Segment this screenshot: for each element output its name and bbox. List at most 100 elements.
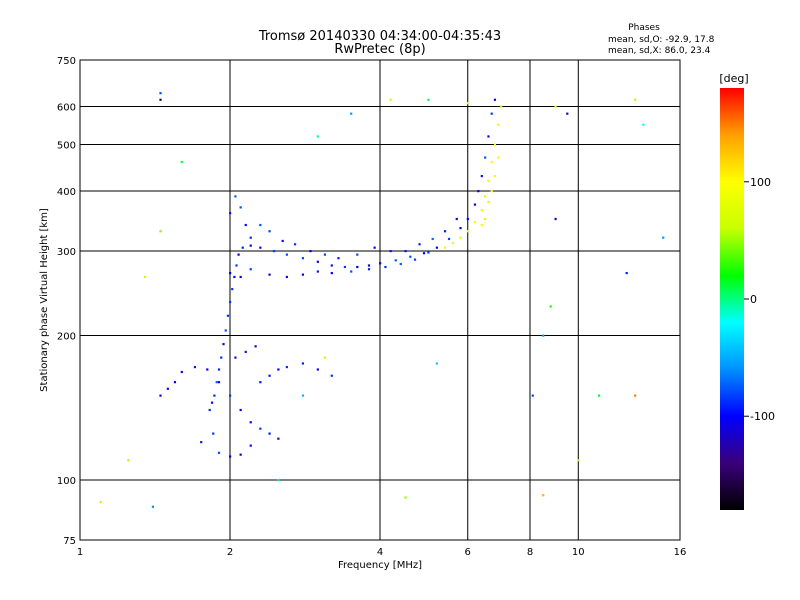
- scatter-point: [210, 401, 214, 404]
- scatter-point: [249, 244, 252, 247]
- scatter-point: [293, 243, 297, 246]
- scatter-point: [285, 365, 288, 369]
- scatter-point: [367, 268, 371, 271]
- scatter-point: [409, 255, 412, 258]
- scatter-point: [459, 236, 462, 239]
- scatter-point: [642, 123, 645, 126]
- scatter-point: [316, 270, 319, 273]
- scatter-point: [233, 275, 236, 279]
- scatter-point: [309, 250, 312, 253]
- scatter-point: [301, 257, 305, 260]
- x-tick-label: 16: [674, 547, 687, 558]
- scatter-point: [484, 156, 487, 159]
- scatter-point: [480, 223, 483, 227]
- scatter-point: [159, 92, 162, 95]
- scatter-point: [379, 262, 382, 265]
- scatter-point: [493, 143, 497, 146]
- scatter-point: [200, 441, 203, 444]
- scatter-point: [531, 394, 534, 397]
- scatter-point: [217, 381, 221, 384]
- scatter-point: [356, 253, 359, 256]
- scatter-point: [447, 237, 451, 241]
- scatter-point: [143, 275, 147, 279]
- y-axis-label: Stationary phase Virtual Height [km]: [39, 208, 50, 392]
- scatter-point: [431, 237, 434, 241]
- scatter-point: [389, 250, 392, 253]
- scatter-point: [350, 270, 353, 273]
- scatter-point: [316, 368, 319, 371]
- data-points: [99, 92, 665, 508]
- scatter-point: [99, 500, 102, 504]
- scatter-point: [490, 190, 493, 193]
- scatter-point: [399, 262, 402, 266]
- scatter-point: [316, 260, 319, 263]
- x-tick-label: 8: [527, 547, 533, 558]
- chart-title: Tromsø 20140330 04:34:00-04:35:43: [258, 29, 501, 44]
- scatter-point: [418, 243, 421, 246]
- scatter-point: [480, 174, 483, 178]
- scatter-point: [323, 356, 327, 359]
- colorbar-tick-label: 0: [750, 293, 757, 306]
- chart-subtitle: RwPretec (8p): [334, 42, 425, 57]
- scatter-point: [229, 394, 232, 397]
- scatter-point: [180, 160, 183, 164]
- scatter-point: [217, 451, 221, 454]
- scatter-point: [484, 195, 487, 198]
- scatter-point: [220, 356, 223, 359]
- y-tick-label: 750: [57, 56, 76, 67]
- scatter-point: [554, 217, 557, 221]
- scatter-point: [625, 271, 628, 275]
- scatter-point: [231, 288, 234, 291]
- scatter-point: [239, 408, 242, 412]
- colorbar-tick-label: 100: [750, 176, 771, 189]
- scatter-point: [249, 444, 252, 447]
- scatter-point: [316, 135, 319, 138]
- scatter-point: [254, 345, 257, 348]
- scatter-point: [389, 98, 392, 101]
- scatter-point: [487, 135, 490, 138]
- scatter-point: [159, 394, 162, 397]
- scatter-point: [301, 394, 305, 397]
- scatter-point: [244, 350, 247, 353]
- scatter-point: [173, 381, 177, 384]
- scatter-point: [496, 123, 500, 126]
- scatter-point: [384, 265, 387, 269]
- scatter-point: [244, 223, 247, 227]
- scatter-point: [350, 112, 353, 115]
- scatter-point: [427, 251, 430, 254]
- scatter-point: [208, 408, 211, 412]
- scatter-point: [193, 365, 197, 369]
- grid-lines: [80, 60, 680, 540]
- scatter-point: [285, 275, 288, 279]
- scatter-point: [229, 271, 232, 275]
- scatter-point: [206, 368, 209, 371]
- scatter-point: [272, 250, 276, 253]
- scatter-point: [249, 421, 252, 424]
- scatter-point: [259, 246, 262, 249]
- scatter-point: [435, 246, 438, 249]
- scatter-point: [343, 265, 347, 269]
- scatter-point: [237, 253, 240, 256]
- plot-frame: [79, 59, 681, 541]
- scatter-point: [443, 246, 447, 249]
- scatter-point: [229, 300, 232, 304]
- scatter-point: [301, 273, 305, 276]
- scatter-point: [226, 314, 230, 317]
- scatter-point: [394, 259, 397, 262]
- scatter-point: [566, 112, 569, 115]
- y-tick-label: 75: [63, 536, 76, 547]
- y-tick-label: 300: [57, 247, 76, 258]
- scatter-point: [301, 362, 305, 365]
- scatter-point: [473, 203, 477, 206]
- x-axis-label: Frequency [MHz]: [338, 560, 422, 571]
- scatter-point: [268, 230, 271, 233]
- axis-ticks: 1 2 4 6 8 10 16 75 100 200 300 400 500 600 750: [57, 56, 686, 558]
- colorbar: [720, 88, 744, 510]
- scatter-point: [151, 505, 155, 508]
- scatter-point: [554, 105, 557, 108]
- scatter-point: [224, 329, 227, 332]
- y-tick-label: 100: [57, 476, 76, 487]
- colorbar-ticks: -100 0 100: [744, 176, 775, 423]
- scatter-point: [496, 156, 500, 159]
- scatter-point: [413, 258, 417, 261]
